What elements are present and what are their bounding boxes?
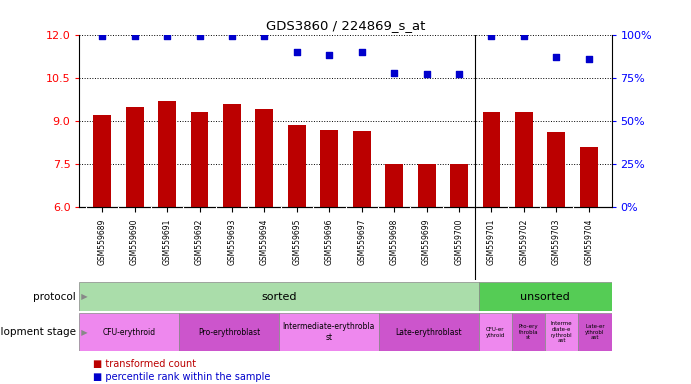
Text: GSM559692: GSM559692 (195, 218, 204, 265)
Text: GSM559704: GSM559704 (585, 218, 594, 265)
Point (227, 33, 238, 40)
Bar (126, 107, 144, 207)
Text: ■ transformed count: ■ transformed count (93, 359, 196, 369)
Point (551, 54, 562, 60)
Bar (386, 164, 403, 207)
Text: Late-erythroblast: Late-erythroblast (395, 328, 462, 337)
Text: GSM559700: GSM559700 (455, 218, 464, 265)
FancyBboxPatch shape (79, 282, 478, 311)
Text: protocol: protocol (33, 291, 76, 302)
Point (259, 33, 270, 40)
Text: ▶: ▶ (76, 292, 88, 301)
Bar (580, 147, 598, 207)
Bar (515, 112, 533, 207)
Text: ▶: ▶ (76, 328, 88, 337)
Point (453, 71, 464, 78)
Point (583, 56, 594, 62)
Point (388, 70, 399, 76)
Text: GSM559695: GSM559695 (292, 218, 301, 265)
Bar (321, 130, 338, 207)
Point (97, 33, 108, 40)
Bar (191, 112, 209, 207)
Bar (93, 115, 111, 207)
Point (486, 33, 497, 40)
Point (129, 33, 140, 40)
Text: Interme
diate-e
rythrobl
ast: Interme diate-e rythrobl ast (551, 321, 572, 343)
Bar (288, 125, 305, 207)
Text: Pro-erythroblast: Pro-erythroblast (198, 328, 261, 337)
Text: GSM559694: GSM559694 (260, 218, 269, 265)
Text: GSM559693: GSM559693 (227, 218, 236, 265)
Text: GSM559698: GSM559698 (390, 218, 399, 265)
Bar (450, 164, 468, 207)
Text: Late-er
ythrobl
ast: Late-er ythrobl ast (585, 324, 605, 341)
Bar (547, 132, 565, 207)
Point (518, 33, 529, 40)
Text: Intermediate-erythrobla
st: Intermediate-erythrobla st (283, 323, 375, 342)
Text: CFU-erythroid: CFU-erythroid (103, 328, 156, 337)
Text: sorted: sorted (261, 291, 296, 302)
Text: GSM559696: GSM559696 (325, 218, 334, 265)
Bar (353, 131, 370, 207)
FancyBboxPatch shape (478, 282, 612, 311)
Text: GSM559702: GSM559702 (520, 218, 529, 265)
Point (421, 71, 432, 78)
Text: GSM559689: GSM559689 (97, 218, 106, 265)
Bar (158, 101, 176, 207)
Text: Pro-ery
throbla
st: Pro-ery throbla st (518, 324, 538, 341)
Text: ■ percentile rank within the sample: ■ percentile rank within the sample (93, 372, 271, 382)
FancyBboxPatch shape (79, 313, 179, 351)
FancyBboxPatch shape (179, 313, 279, 351)
FancyBboxPatch shape (545, 313, 578, 351)
Bar (482, 112, 500, 207)
Text: GSM559697: GSM559697 (357, 218, 366, 265)
Text: unsorted: unsorted (520, 291, 570, 302)
FancyBboxPatch shape (578, 313, 612, 351)
Point (356, 49, 367, 55)
Text: GSM559703: GSM559703 (552, 218, 561, 265)
FancyBboxPatch shape (512, 313, 545, 351)
Text: GSM559690: GSM559690 (130, 218, 139, 265)
Bar (417, 164, 435, 207)
Point (162, 33, 173, 40)
Text: CFU-er
ythroid: CFU-er ythroid (486, 327, 505, 338)
FancyBboxPatch shape (379, 313, 478, 351)
Point (292, 49, 303, 55)
Title: GDS3860 / 224869_s_at: GDS3860 / 224869_s_at (266, 19, 425, 32)
Bar (256, 109, 274, 207)
FancyBboxPatch shape (478, 313, 512, 351)
Text: GSM559701: GSM559701 (487, 218, 496, 265)
Bar (223, 104, 241, 207)
FancyBboxPatch shape (279, 313, 379, 351)
Text: development stage: development stage (0, 327, 76, 337)
Point (324, 52, 335, 58)
Text: GSM559691: GSM559691 (162, 218, 171, 265)
Point (194, 33, 205, 40)
Text: GSM559699: GSM559699 (422, 218, 431, 265)
